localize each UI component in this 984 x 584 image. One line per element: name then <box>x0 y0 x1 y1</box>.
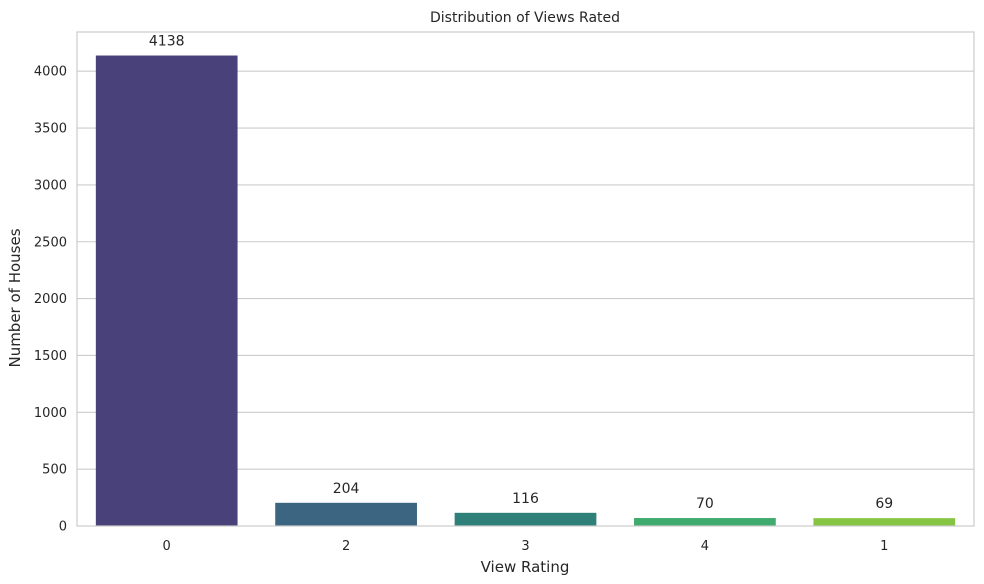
data-labels: 4138 204 116 70 69 <box>149 34 893 513</box>
bar-3 <box>454 512 597 526</box>
y-tick-label: 3000 <box>34 178 67 193</box>
bar-4 <box>634 518 776 526</box>
x-axis-ticks: 0 2 3 4 1 <box>163 539 889 554</box>
bar-1 <box>813 518 956 526</box>
x-tick-label: 3 <box>521 539 529 554</box>
x-tick-label: 2 <box>342 539 350 554</box>
data-label: 204 <box>333 481 360 497</box>
y-tick-label: 3500 <box>34 122 67 137</box>
x-tick-label: 1 <box>880 539 888 554</box>
data-label: 69 <box>875 496 893 512</box>
y-tick-label: 1000 <box>34 406 67 421</box>
data-label: 4138 <box>149 34 185 50</box>
bar-2 <box>275 502 417 526</box>
bar-0 <box>95 55 238 527</box>
y-axis-label: Number of Houses <box>6 228 24 367</box>
y-tick-label: 500 <box>42 463 67 478</box>
y-tick-label: 1500 <box>34 349 67 364</box>
chart-title: Distribution of Views Rated <box>430 10 620 26</box>
y-tick-label: 2500 <box>34 235 67 250</box>
y-tick-label: 4000 <box>34 65 67 80</box>
x-tick-label: 0 <box>163 539 171 554</box>
x-tick-label: 4 <box>701 539 709 554</box>
data-label: 116 <box>512 491 539 507</box>
plot-frame <box>76 31 975 527</box>
x-axis-label: View Rating <box>481 558 570 576</box>
data-label: 70 <box>696 496 714 512</box>
y-tick-label: 2000 <box>34 292 67 307</box>
bars <box>95 55 956 527</box>
y-tick-label: 0 <box>59 520 67 535</box>
y-axis-ticks: 0 500 1000 1500 2000 2500 3000 3500 4000 <box>34 65 67 535</box>
